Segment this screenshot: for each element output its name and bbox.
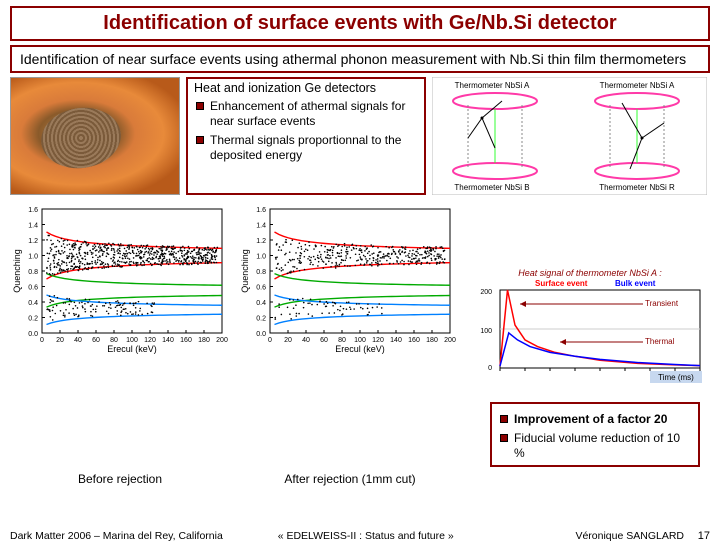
heat-bullet-1-text: Enhancement of athermal signals for near…: [210, 99, 418, 129]
svg-text:0.0: 0.0: [28, 331, 38, 338]
bullet-icon: [196, 102, 204, 110]
slide-title: Identification of surface events with Ge…: [10, 6, 710, 41]
quenching-plot-before: 0.0 0.2 0.4 0.6 0.8 1.0 1.2 1.4 1.6 0 20 40 60 80 100 1…: [10, 201, 230, 356]
svg-text:200: 200: [216, 337, 228, 344]
caption-after: After rejection (1mm cut): [230, 472, 470, 486]
svg-text:180: 180: [426, 337, 438, 344]
svg-text:160: 160: [408, 337, 420, 344]
footer-right: Véronique SANGLARD: [497, 530, 684, 542]
svg-text:Thermometer NbSi B: Thermometer NbSi B: [454, 183, 529, 192]
svg-text:Erecul (keV): Erecul (keV): [107, 344, 157, 354]
slide-subtitle: Identification of near surface events us…: [10, 45, 710, 73]
footer-left: Dark Matter 2006 – Marina del Rey, Calif…: [10, 530, 235, 542]
svg-text:Thermometer NbSi A: Thermometer NbSi A: [455, 81, 530, 90]
bullet-icon: [196, 136, 204, 144]
svg-text:160: 160: [180, 337, 192, 344]
result-bullet-2-text: Fiducial volume reduction of 10 %: [514, 431, 692, 461]
svg-text:120: 120: [372, 337, 384, 344]
svg-text:200: 200: [444, 337, 456, 344]
result-bullet-1: Improvement of a factor 20: [498, 412, 692, 427]
plot-captions: Before rejection After rejection (1mm cu…: [10, 472, 470, 486]
svg-text:120: 120: [144, 337, 156, 344]
svg-text:20: 20: [56, 337, 64, 344]
svg-text:Heat signal of thermometer NbS: Heat signal of thermometer NbSi A :: [518, 268, 662, 278]
svg-text:1.6: 1.6: [256, 207, 266, 214]
result-bullet-1-text: Improvement of a factor 20: [514, 412, 667, 427]
detector-photo: [10, 77, 180, 195]
svg-text:1.4: 1.4: [256, 223, 266, 230]
svg-text:80: 80: [338, 337, 346, 344]
svg-text:0.4: 0.4: [256, 300, 266, 307]
svg-text:Time (ms): Time (ms): [658, 373, 694, 382]
svg-text:60: 60: [92, 337, 100, 344]
svg-text:140: 140: [162, 337, 174, 344]
svg-text:0.8: 0.8: [256, 269, 266, 276]
heat-signal-plot: Heat signal of thermometer NbSi A : Surf…: [470, 266, 710, 384]
svg-text:180: 180: [198, 337, 210, 344]
svg-text:0.6: 0.6: [28, 285, 38, 292]
svg-text:Surface event: Surface event: [535, 279, 588, 288]
heat-bullet-2-text: Thermal signals proportionnal to the dep…: [210, 133, 418, 163]
svg-text:0.8: 0.8: [28, 269, 38, 276]
svg-text:0: 0: [488, 365, 492, 372]
svg-text:140: 140: [390, 337, 402, 344]
svg-text:60: 60: [320, 337, 328, 344]
row-1: Heat and ionization Ge detectors Enhance…: [10, 77, 710, 195]
svg-text:80: 80: [110, 337, 118, 344]
svg-text:1.2: 1.2: [256, 238, 266, 245]
svg-text:20: 20: [284, 337, 292, 344]
svg-text:0.6: 0.6: [256, 285, 266, 292]
quenching-plot-after: 0.0 0.2 0.4 0.6 0.8 1.0 1.2 1.4 1.6 0 20 40 60 80 100 1…: [238, 201, 458, 356]
svg-text:Thermometer NbSi A: Thermometer NbSi A: [600, 81, 675, 90]
svg-text:Thermometer NbSi R: Thermometer NbSi R: [599, 183, 675, 192]
svg-text:0: 0: [268, 337, 272, 344]
svg-text:Bulk event: Bulk event: [615, 279, 656, 288]
svg-text:200: 200: [480, 289, 492, 296]
result-bullet-2: Fiducial volume reduction of 10 %: [498, 431, 692, 461]
slide-footer: Dark Matter 2006 – Marina del Rey, Calif…: [0, 530, 720, 542]
svg-text:0: 0: [40, 337, 44, 344]
svg-text:1.0: 1.0: [256, 254, 266, 261]
svg-text:100: 100: [480, 328, 492, 335]
svg-text:1.0: 1.0: [28, 254, 38, 261]
svg-text:100: 100: [126, 337, 138, 344]
svg-text:Transient: Transient: [645, 299, 679, 308]
svg-text:Quenching: Quenching: [12, 249, 22, 293]
schematic-diagram: Thermometer NbSi A Thermometer NbSi A Th…: [432, 77, 707, 195]
svg-text:1.2: 1.2: [28, 238, 38, 245]
svg-text:Erecul (keV): Erecul (keV): [335, 344, 385, 354]
svg-text:Quenching: Quenching: [240, 249, 250, 293]
svg-text:Thermal: Thermal: [645, 337, 675, 346]
heat-ionization-box: Heat and ionization Ge detectors Enhance…: [186, 77, 426, 195]
svg-text:0.4: 0.4: [28, 300, 38, 307]
footer-center: « EDELWEISS-II : Status and future »: [235, 530, 497, 542]
svg-text:0.2: 0.2: [28, 316, 38, 323]
result-box: Improvement of a factor 20 Fiducial volu…: [490, 402, 700, 467]
heat-box-header: Heat and ionization Ge detectors: [194, 81, 418, 95]
bullet-icon: [500, 415, 508, 423]
page-number: 17: [690, 530, 710, 542]
svg-text:100: 100: [354, 337, 366, 344]
caption-before: Before rejection: [10, 472, 230, 486]
svg-text:0.0: 0.0: [256, 331, 266, 338]
heat-bullet-2: Thermal signals proportionnal to the dep…: [194, 133, 418, 163]
bullet-icon: [500, 434, 508, 442]
svg-text:40: 40: [302, 337, 310, 344]
svg-text:40: 40: [74, 337, 82, 344]
svg-text:0.2: 0.2: [256, 316, 266, 323]
heat-bullet-1: Enhancement of athermal signals for near…: [194, 99, 418, 129]
svg-text:1.4: 1.4: [28, 223, 38, 230]
svg-text:1.6: 1.6: [28, 207, 38, 214]
